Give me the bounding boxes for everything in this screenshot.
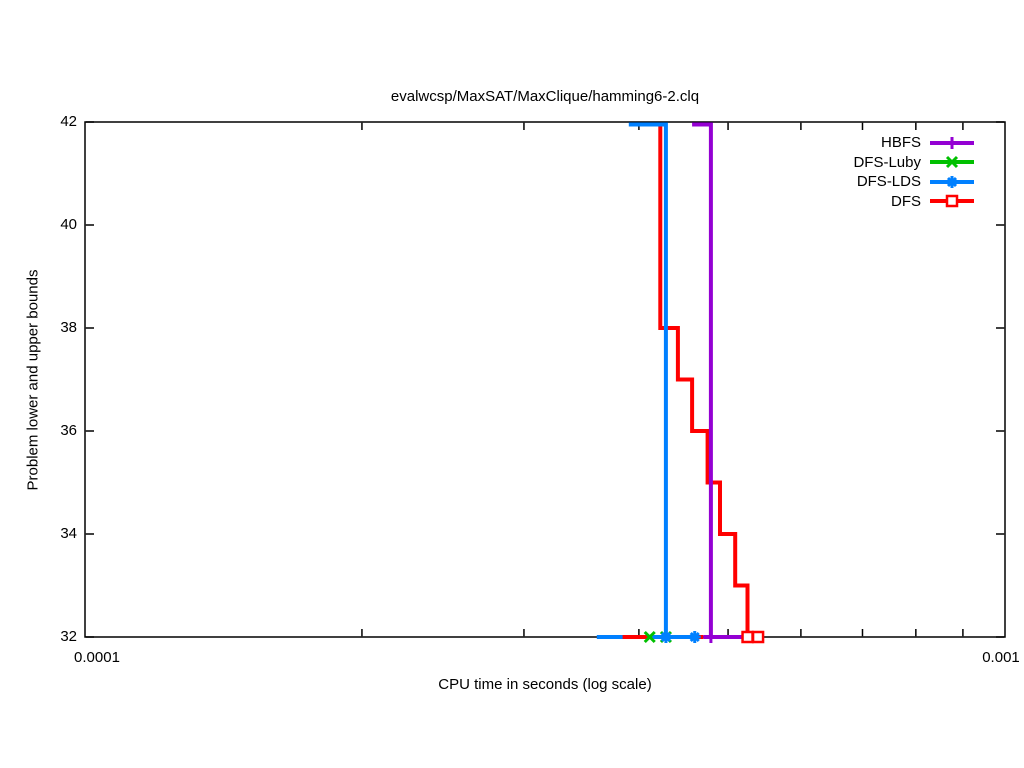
series-HBFS-upper-bound-line bbox=[692, 122, 713, 637]
legend-label-hbfs: HBFS bbox=[880, 134, 921, 152]
series-DFS-upper-bound-line bbox=[658, 124, 762, 639]
series-DFS-square-marker bbox=[741, 630, 754, 644]
legend-entry-dfs-lds: DFS-LDS bbox=[853, 172, 975, 192]
legend-entry-dfs: DFS bbox=[853, 192, 975, 212]
series-DFS-square-marker bbox=[751, 630, 765, 644]
legend-entry-dfs-luby: DFS-Luby bbox=[853, 153, 975, 173]
y-tick-label-38: 38 bbox=[60, 319, 77, 336]
legend-sample-dfs-square-icon bbox=[929, 192, 975, 210]
legend-sample-hbfs-plus-icon bbox=[929, 134, 975, 152]
x-axis-label: CPU time in seconds (log scale) bbox=[438, 676, 652, 693]
y-tick-label-42: 42 bbox=[60, 113, 77, 130]
y-tick-label-32: 32 bbox=[60, 628, 77, 645]
legend-label-dfs-lds: DFS-LDS bbox=[856, 173, 921, 191]
y-tick-label-36: 36 bbox=[60, 422, 77, 439]
legend-sample-dfs-luby-cross-icon bbox=[929, 153, 975, 171]
legend-label-dfs-luby: DFS-Luby bbox=[853, 153, 921, 171]
series-DFS-LDS-asterisk-marker bbox=[688, 631, 701, 643]
x-tick-label-min: 0.0001 bbox=[74, 649, 120, 666]
legend: HBFS DFS-Luby DFS-LDS DFS bbox=[853, 133, 975, 211]
axis-ticks bbox=[85, 121, 1005, 638]
chart-title: evalwcsp/MaxSAT/MaxClique/hamming6-2.clq bbox=[390, 88, 700, 105]
x-tick-label-max: 0.001 bbox=[982, 649, 1020, 666]
series-HBFS-plus-marker bbox=[704, 631, 717, 643]
legend-sample-dfs-lds-asterisk-icon bbox=[929, 173, 975, 191]
plot-border bbox=[84, 121, 1006, 638]
y-tick-label-34: 34 bbox=[60, 525, 77, 542]
y-tick-label-40: 40 bbox=[60, 216, 77, 233]
series-DFS-Luby-cross-marker bbox=[643, 630, 656, 644]
series-DFS-LDS-upper-bound-line bbox=[628, 122, 668, 637]
legend-entry-hbfs: HBFS bbox=[853, 133, 975, 153]
series-DFS-LDS-asterisk-marker bbox=[659, 631, 672, 643]
legend-label-dfs: DFS bbox=[891, 192, 921, 210]
